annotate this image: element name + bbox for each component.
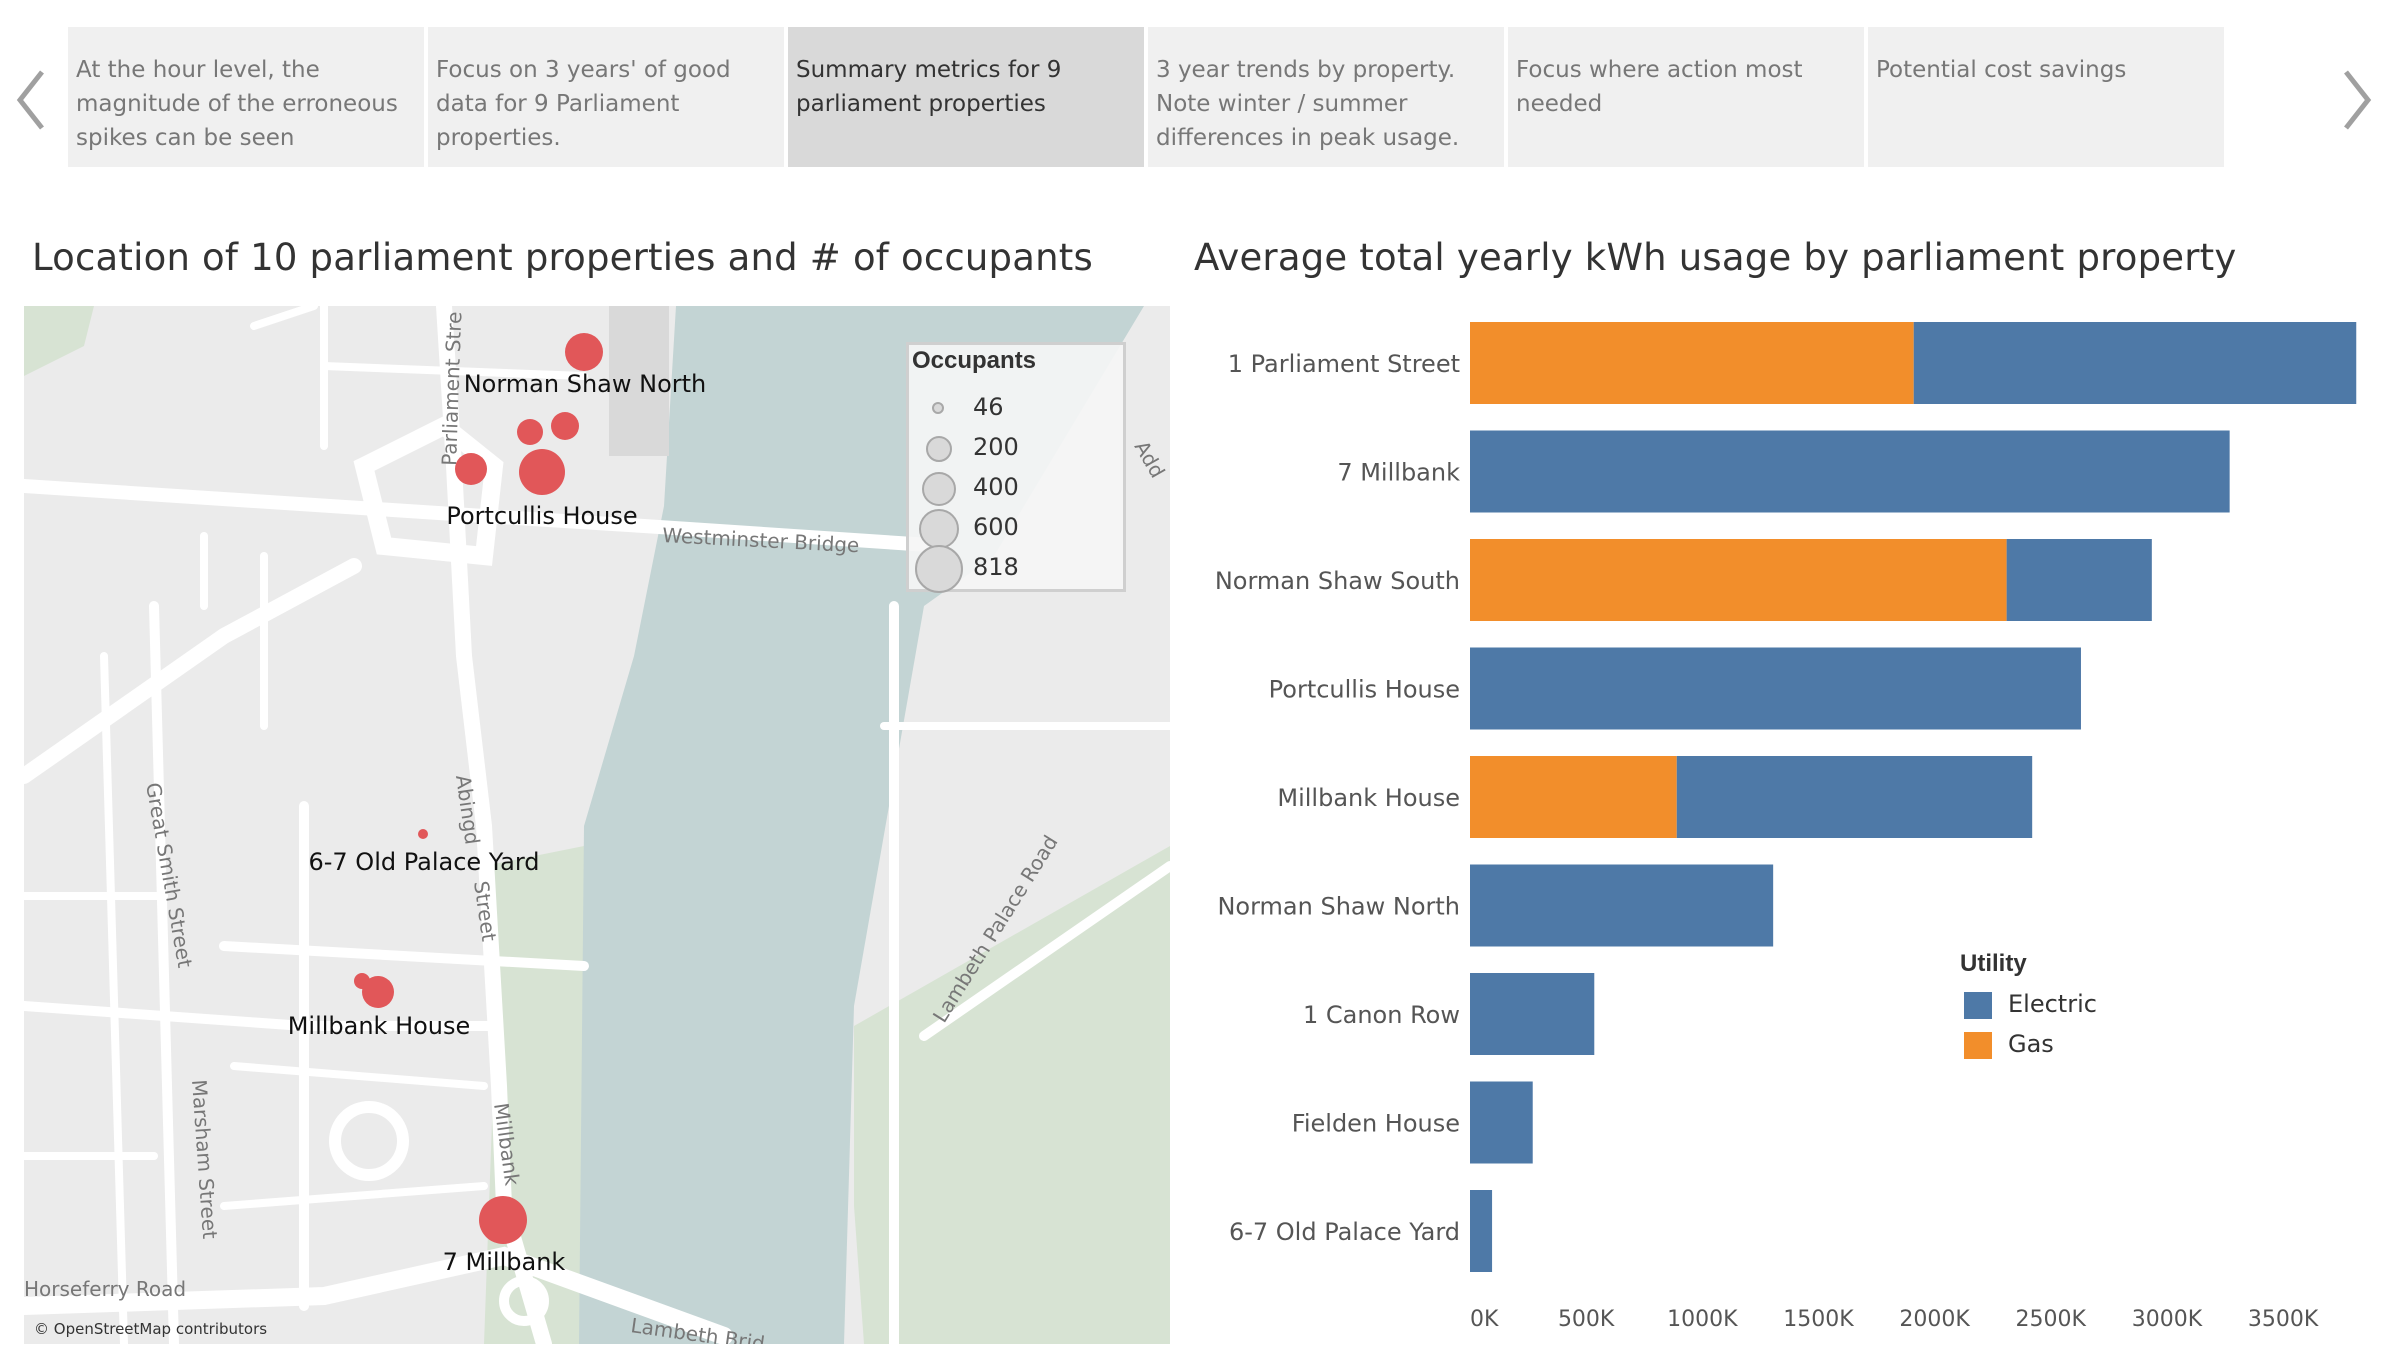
occupants-legend-item: 200 — [909, 429, 1129, 467]
x-tick-label: 500K — [1558, 1307, 1615, 1332]
park-area — [24, 306, 94, 376]
gas-swatch-icon — [1964, 1032, 1992, 1059]
chevron-left-icon — [16, 70, 44, 130]
size-circle-icon — [922, 472, 956, 506]
story-point-caption: Potential cost savings — [1876, 57, 2127, 83]
property-marker[interactable] — [565, 333, 603, 371]
street-label: Parliament Stre — [437, 311, 466, 466]
property-marker[interactable] — [551, 412, 579, 440]
property-label: 6-7 Old Palace Yard — [308, 848, 539, 876]
category-label: Norman Shaw South — [1215, 567, 1460, 595]
bar-electric[interactable] — [1913, 322, 2357, 404]
occupants-legend: Occupants 46 200 400 600 818 — [906, 342, 1129, 593]
bar-electric[interactable] — [1470, 864, 1774, 947]
chart-title: Average total yearly kWh usage by parlia… — [1194, 236, 2237, 279]
story-navigator: At the hour level, the magnitude of the … — [0, 0, 2386, 180]
story-point-2[interactable]: Focus on 3 years' of good data for 9 Par… — [428, 27, 784, 167]
size-circle-icon — [926, 436, 952, 462]
category-label: Portcullis House — [1269, 676, 1460, 704]
property-markers — [354, 333, 603, 1244]
size-circle-icon — [915, 545, 963, 593]
map-title: Location of 10 parliament properties and… — [32, 236, 1093, 279]
usage-bar-chart: 1 Parliament Street 7 Millbank Norman Shaw… — [1215, 322, 2357, 1332]
occupants-legend-title: Occupants — [912, 347, 1037, 374]
property-label: Portcullis House — [446, 502, 637, 530]
category-label: Millbank House — [1277, 784, 1460, 812]
occupants-legend-item: 46 — [909, 389, 1129, 427]
property-marker[interactable] — [362, 976, 394, 1008]
occupants-legend-item: 600 — [909, 509, 1129, 549]
chevron-right-icon — [2344, 70, 2372, 130]
category-label: 7 Millbank — [1337, 459, 1460, 487]
x-tick-label: 1000K — [1667, 1307, 1738, 1332]
size-circle-icon — [932, 402, 944, 414]
utility-legend-title: Utility — [1960, 950, 2027, 977]
x-tick-label: 3000K — [2132, 1307, 2203, 1332]
previous-story-point-button[interactable] — [8, 60, 58, 140]
occupants-legend-item: 818 — [909, 545, 1129, 593]
park-area — [854, 846, 1170, 1344]
river-thames — [579, 306, 1144, 1344]
story-point-4[interactable]: 3 year trends by property. Note winter /… — [1148, 27, 1504, 167]
x-tick-label: 3500K — [2248, 1307, 2319, 1332]
bar-gas[interactable] — [1470, 539, 2007, 621]
street-label: Horseferry Road — [24, 1277, 186, 1301]
utility-legend: Utility Electric Gas — [1960, 950, 2097, 1059]
bar-gas[interactable] — [1470, 322, 1914, 404]
property-label: 7 Millbank — [443, 1248, 566, 1276]
bar-electric[interactable] — [1470, 647, 2081, 730]
next-story-point-button[interactable] — [2330, 60, 2380, 140]
story-point-1[interactable]: At the hour level, the magnitude of the … — [68, 27, 424, 167]
story-point-caption: Summary metrics for 9 parliament propert… — [796, 57, 1062, 117]
bar-electric[interactable] — [1470, 1081, 1533, 1164]
x-tick-label: 1500K — [1783, 1307, 1854, 1332]
property-marker[interactable] — [455, 453, 487, 485]
category-label: 1 Parliament Street — [1228, 350, 1460, 378]
bar-electric[interactable] — [1470, 430, 2230, 513]
story-point-caption: 3 year trends by property. Note winter /… — [1156, 57, 1460, 151]
story-point-5[interactable]: Focus where action most needed — [1508, 27, 1864, 167]
story-point-caption: At the hour level, the magnitude of the … — [76, 57, 398, 151]
story-point-6[interactable]: Potential cost savings — [1868, 27, 2224, 167]
property-label: Norman Shaw North — [464, 370, 707, 398]
category-label: 1 Canon Row — [1303, 1001, 1460, 1029]
property-map[interactable]: Parliament Stre Westminster Bridge Abing… — [24, 306, 1170, 1344]
story-point-caption: Focus where action most needed — [1516, 57, 1803, 117]
x-tick-label: 2500K — [2016, 1307, 2087, 1332]
occupants-legend-item: 400 — [909, 469, 1129, 507]
story-point-3[interactable]: Summary metrics for 9 parliament propert… — [788, 27, 1144, 167]
x-tick-label: 2000K — [1899, 1307, 1970, 1332]
bar-electric[interactable] — [2006, 539, 2152, 621]
bar-gas[interactable] — [1470, 756, 1677, 838]
map-attribution: © OpenStreetMap contributors — [34, 1320, 267, 1338]
bar-electric[interactable] — [1676, 756, 2033, 838]
property-marker[interactable] — [517, 419, 543, 445]
story-point-caption: Focus on 3 years' of good data for 9 Par… — [436, 57, 731, 151]
category-label: Norman Shaw North — [1217, 893, 1460, 921]
property-marker[interactable] — [418, 829, 428, 839]
size-circle-icon — [919, 509, 959, 549]
x-tick-label: 0K — [1470, 1307, 1499, 1332]
category-label: 6-7 Old Palace Yard — [1229, 1218, 1460, 1246]
bar-electric[interactable] — [1470, 1190, 1493, 1272]
property-marker[interactable] — [519, 449, 565, 495]
electric-swatch-icon — [1964, 992, 1992, 1019]
usage-chart: 1 Parliament Street 7 Millbank Norman Shaw… — [1190, 300, 2386, 1350]
property-label: Millbank House — [288, 1012, 471, 1040]
property-marker[interactable] — [479, 1196, 527, 1244]
category-label: Fielden House — [1292, 1110, 1460, 1138]
bar-electric[interactable] — [1470, 973, 1595, 1055]
